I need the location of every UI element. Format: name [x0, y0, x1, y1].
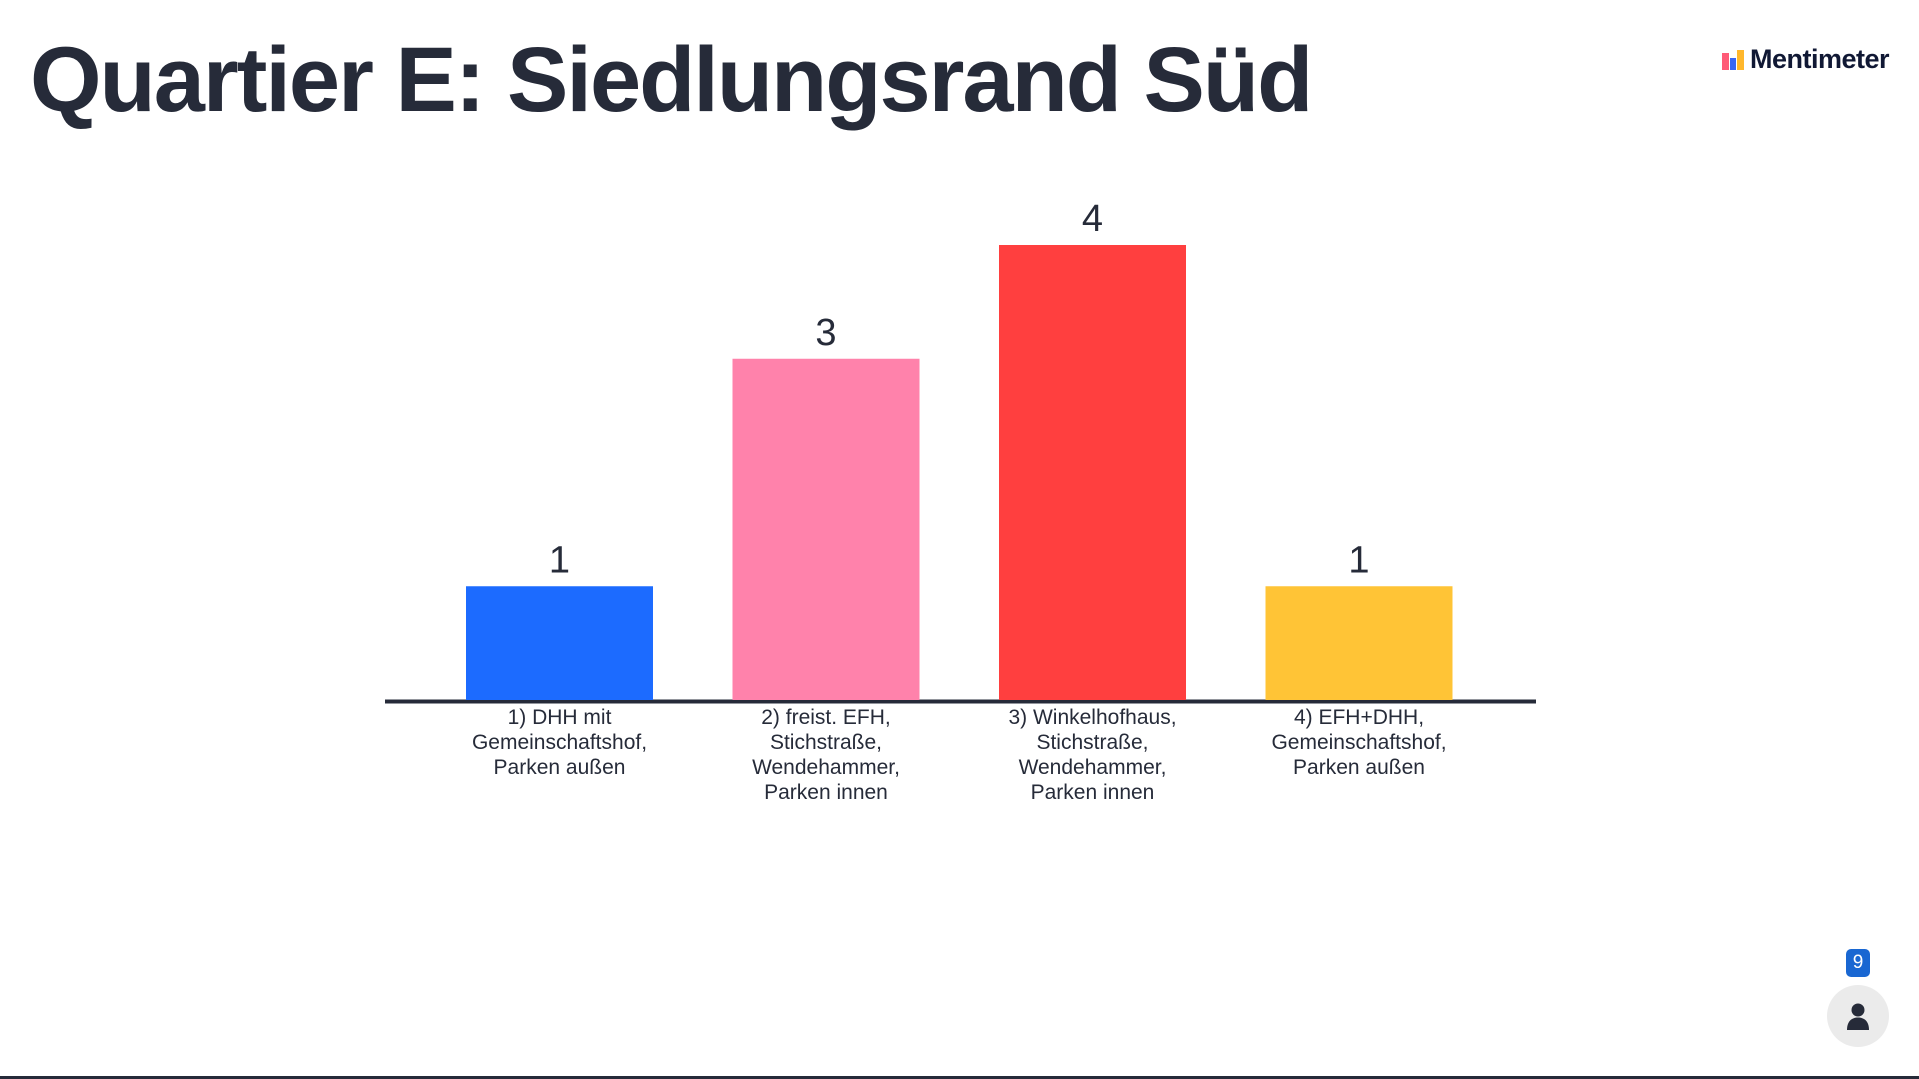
brand-name: Mentimeter	[1749, 44, 1890, 74]
brand-logo: Mentimeter	[1721, 44, 1890, 75]
category-label-line: Parken innen	[1030, 781, 1155, 804]
bar-value-label-2: 3	[815, 312, 836, 354]
bar-4	[1265, 586, 1453, 700]
category-label-4: 4) EFH+DHH, Gemeinschaftshof, Parken außen	[1259, 705, 1459, 780]
mentimeter-logo-icon	[1721, 49, 1744, 70]
category-label-line: Parken außen	[493, 756, 626, 779]
category-label-line: 4) EFH+DHH,	[1293, 706, 1425, 729]
category-label-line: Wendehammer,	[1018, 756, 1167, 779]
slide-title: Quartier E: Siedlungsrand Süd	[30, 29, 1313, 131]
participant-count-badge: 9	[1846, 949, 1870, 977]
category-label-line: 2) freist. EFH,	[761, 706, 891, 729]
bottom-divider	[0, 1076, 1919, 1079]
category-label-line: 3) Winkelhofhaus,	[1008, 706, 1177, 729]
participants-button[interactable]: 9	[1827, 949, 1889, 1047]
bar-value-label-3: 4	[1082, 198, 1103, 240]
bar-value-label-1: 1	[549, 539, 570, 581]
category-label-line: 1) DHH mit	[507, 706, 612, 729]
bar-3	[999, 245, 1186, 700]
category-label-1: 1) DHH mit Gemeinschaftshof, Parken außen	[460, 705, 660, 780]
person-icon	[1847, 1003, 1869, 1030]
category-label-2: 2) freist. EFH, Stichstraße, Wendehammer, P…	[726, 705, 926, 805]
bar-2	[732, 358, 920, 700]
category-label-line: Wendehammer,	[752, 756, 900, 779]
category-label-line: Stichstraße,	[769, 731, 883, 754]
category-label-line: Stichstraße,	[1036, 731, 1149, 754]
bar-1	[466, 586, 653, 700]
category-label-line: Gemeinschaftshof,	[1271, 731, 1447, 754]
category-label-line: Gemeinschaftshof,	[471, 731, 648, 754]
category-label-line: Parken innen	[764, 781, 888, 804]
category-label-line: Parken außen	[1293, 756, 1425, 779]
category-label-3: 3) Winkelhofhaus, Stichstraße, Wendehammer…	[993, 705, 1193, 805]
bar-value-label-4: 1	[1348, 539, 1369, 581]
